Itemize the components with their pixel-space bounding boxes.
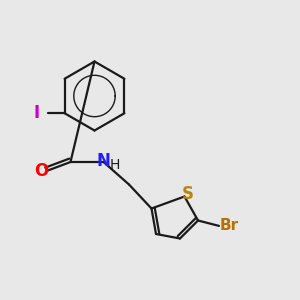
Text: H: H: [110, 158, 120, 172]
Text: Br: Br: [219, 218, 238, 233]
Text: O: O: [34, 162, 48, 180]
Text: I: I: [34, 104, 40, 122]
Text: S: S: [182, 185, 194, 203]
Text: N: N: [97, 152, 110, 169]
